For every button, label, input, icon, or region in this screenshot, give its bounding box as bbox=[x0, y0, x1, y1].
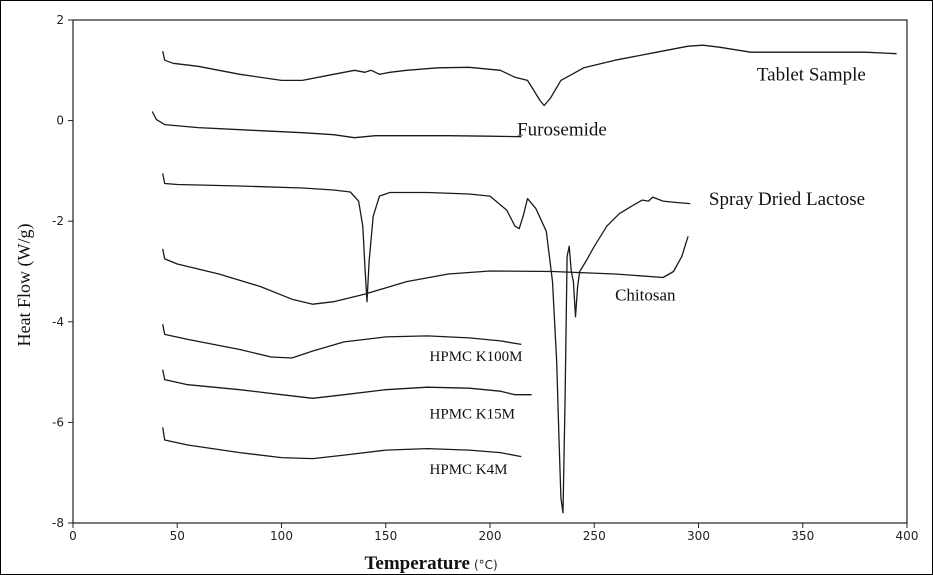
x-tick-label: 300 bbox=[687, 529, 710, 543]
curve-tablet-sample bbox=[162, 44, 897, 107]
curve-hpmc-k15m bbox=[162, 369, 532, 399]
y-axis-label: Heat Flow (W/g) bbox=[14, 224, 35, 347]
x-tick-label: 200 bbox=[479, 529, 502, 543]
x-tick-label: 400 bbox=[896, 529, 919, 543]
y-tick-label: 2 bbox=[56, 13, 64, 27]
x-tick-label: 100 bbox=[270, 529, 293, 543]
curve-spray-dried-lactose bbox=[162, 173, 691, 514]
x-axis-unit: (°C) bbox=[474, 558, 498, 572]
x-tick-label: 50 bbox=[170, 529, 185, 543]
label-spray-dried-lactose: Spray Dried Lactose bbox=[709, 189, 865, 210]
x-tick-label: 250 bbox=[583, 529, 606, 543]
x-tick-label: 150 bbox=[374, 529, 397, 543]
label-hpmc-k15m: HPMC K15M bbox=[430, 406, 515, 422]
label-furosemide: Furosemide bbox=[517, 120, 607, 141]
curve-furosemide bbox=[151, 111, 522, 139]
x-axis-label: Temperature bbox=[364, 553, 470, 574]
y-tick-label: -2 bbox=[52, 214, 64, 228]
x-tick-label: 0 bbox=[69, 529, 77, 543]
curve-chitosan bbox=[162, 236, 689, 305]
axis-ticks: 0 50 100 150 200 250 300 350 400 2 0 -2 -4 -6 -8 bbox=[52, 13, 918, 543]
y-tick-label: -6 bbox=[52, 415, 64, 429]
curve-labels: Tablet Sample Furosemide Spray Dried Lacto… bbox=[430, 64, 866, 478]
label-hpmc-k100m: HPMC K100M bbox=[430, 349, 523, 365]
y-tick-label: -4 bbox=[52, 315, 64, 329]
label-hpmc-k4m: HPMC K4M bbox=[430, 462, 508, 478]
label-tablet-sample: Tablet Sample bbox=[757, 64, 866, 85]
curves bbox=[151, 44, 897, 514]
y-tick-label: 0 bbox=[56, 114, 64, 128]
y-tick-label: -8 bbox=[52, 516, 64, 530]
curve-hpmc-k4m bbox=[162, 427, 522, 460]
curve-hpmc-k100m bbox=[162, 324, 522, 359]
x-tick-label: 350 bbox=[791, 529, 814, 543]
label-chitosan: Chitosan bbox=[615, 286, 676, 305]
